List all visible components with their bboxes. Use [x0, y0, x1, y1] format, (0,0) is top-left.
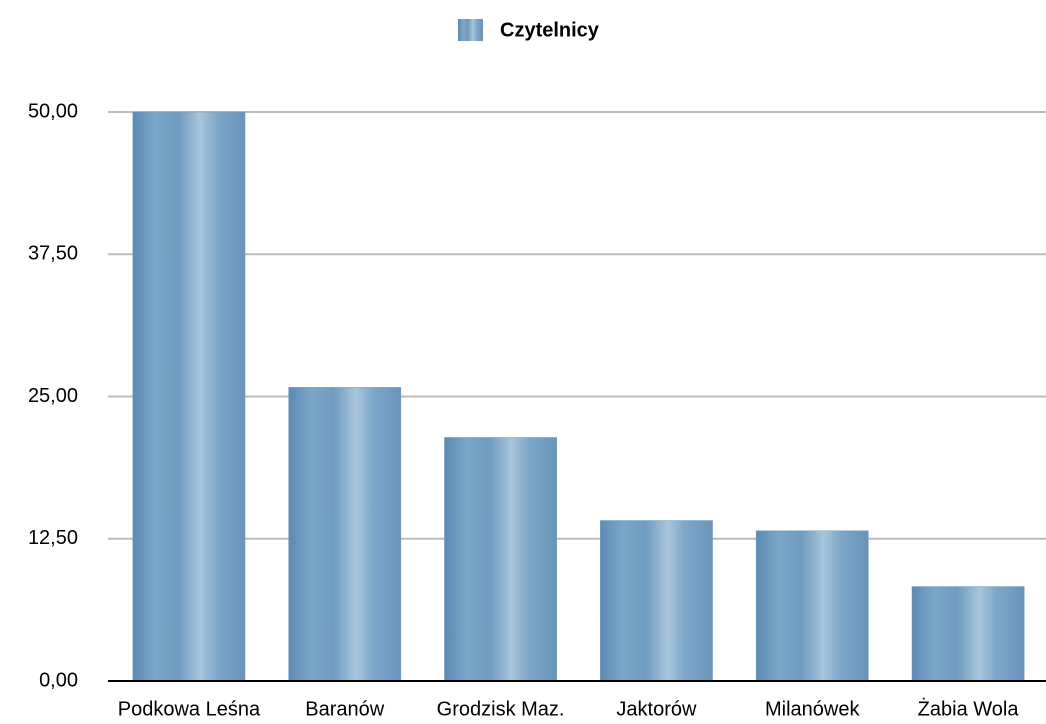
bar	[444, 437, 557, 682]
x-tick-label: Milanówek	[765, 698, 860, 720]
bar	[600, 520, 713, 682]
bar	[132, 111, 246, 682]
x-tick-label: Grodzisk Maz.	[437, 698, 565, 720]
bar	[911, 586, 1025, 682]
legend-swatch	[458, 19, 483, 41]
x-tick-label: Żabia Wola	[918, 697, 1020, 720]
bar	[755, 530, 869, 682]
x-tick-label: Podkowa Leśna	[118, 698, 261, 720]
legend: Czytelnicy	[458, 19, 600, 41]
y-tick-label: 0,00	[39, 669, 78, 691]
y-tick-label: 50,00	[28, 100, 78, 122]
y-tick-label: 25,00	[28, 385, 78, 407]
y-tick-label: 37,50	[28, 243, 78, 265]
x-tick-label: Jaktorów	[616, 698, 697, 720]
legend-label: Czytelnicy	[500, 19, 600, 41]
x-tick-label: Baranów	[305, 698, 384, 720]
y-tick-label: 12,50	[28, 527, 78, 549]
bar	[288, 387, 402, 682]
